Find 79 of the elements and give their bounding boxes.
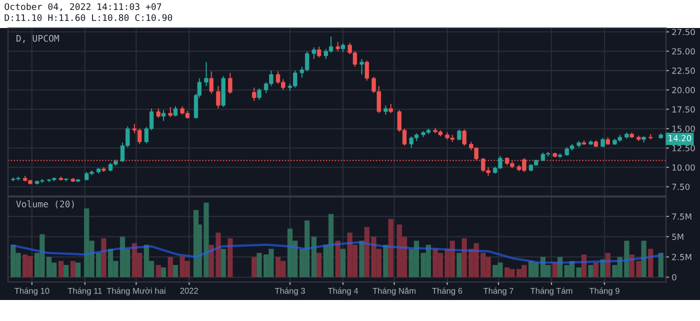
candlestick: [384, 104, 388, 116]
text: D, UPCOM: [16, 34, 59, 43]
x-tick-label: Tháng 11: [68, 288, 102, 296]
y-tick-label: 5M: [672, 234, 684, 240]
bar: [101, 238, 106, 278]
bar: [316, 252, 322, 278]
x-tick-label: Tháng 4: [328, 288, 358, 296]
annotation: 14.20: [668, 134, 692, 142]
y-tick-label: 10.00: [672, 164, 695, 171]
bar: [576, 267, 582, 278]
x-tick-label: Tháng Năm: [372, 288, 416, 296]
candlestick: [462, 128, 466, 146]
y-tick-label: 25.00: [672, 48, 695, 55]
bar: [335, 240, 340, 278]
bar: [658, 252, 664, 278]
candlestick: [252, 87, 256, 102]
bar: [168, 256, 173, 278]
candlestick: [168, 106, 172, 118]
candlestick: [316, 46, 322, 58]
bar: [228, 238, 233, 278]
x-tick-label: Tháng 10: [14, 288, 50, 296]
candlestick: [257, 88, 262, 100]
x-tick-label: Tháng 6: [432, 288, 462, 296]
bar: [156, 265, 161, 278]
bar: [76, 262, 81, 278]
bar: [593, 262, 598, 278]
bar: [64, 265, 69, 278]
candlestick: [173, 106, 178, 117]
x-tick-label: Tháng 9: [589, 288, 620, 296]
candlestick: [204, 62, 208, 87]
candlestick: [161, 110, 166, 122]
y-tick-label: 20.00: [672, 86, 695, 94]
y-tick-label: 27.50: [672, 28, 695, 36]
bar: [340, 248, 346, 278]
bar: [70, 260, 76, 278]
text: October 04, 2022 14:11:03 +07: [4, 3, 162, 12]
candlestick: [209, 70, 214, 94]
y-tick-label: 15.00: [672, 126, 695, 132]
chart-title: Volume (20): [16, 200, 74, 208]
x-tick-label: 2022: [180, 288, 198, 294]
bar: [252, 256, 257, 278]
candlestick: [216, 86, 220, 109]
y-tick-label: 0: [672, 274, 676, 280]
y-tick-label: 7.50: [672, 184, 690, 190]
bar: [359, 240, 364, 278]
y-tick-label: 7.5M: [672, 214, 692, 220]
candlestick: [312, 46, 316, 60]
y-tick-label: 12.50: [672, 144, 695, 152]
bar: [58, 260, 64, 278]
candlestick: [228, 72, 232, 94]
x-tick-label: Tháng Mười hai: [106, 288, 166, 296]
y-tick-label: 2.5M: [672, 254, 692, 260]
y-tick-label: 17.50: [672, 106, 695, 113]
text: D:11.10 H:11.60 L:10.80 C:10.90: [4, 14, 172, 22]
candlestick: [156, 108, 160, 118]
candlestick: [388, 103, 393, 114]
candlestick: [360, 58, 364, 75]
bar: [557, 256, 563, 278]
bar: [388, 218, 394, 278]
bar: [220, 248, 226, 278]
bar: [160, 267, 166, 278]
bar: [581, 254, 587, 278]
x-tick-label: Tháng 3: [274, 288, 305, 296]
x-tick-label: Tháng 7: [483, 288, 514, 296]
bar: [383, 244, 388, 278]
candlestick: [336, 41, 340, 52]
bar: [311, 236, 316, 278]
bar: [641, 240, 646, 278]
bar: [456, 252, 462, 278]
bar: [605, 252, 610, 278]
y-tick-label: 22.50: [672, 68, 695, 74]
bar: [172, 265, 178, 278]
x-tick-label: Tháng Tám: [530, 288, 572, 296]
candlestick: [457, 128, 462, 141]
bar: [588, 265, 594, 278]
bar: [600, 259, 606, 278]
bar: [552, 262, 558, 278]
bar: [648, 248, 654, 278]
candlestick: [364, 60, 369, 82]
